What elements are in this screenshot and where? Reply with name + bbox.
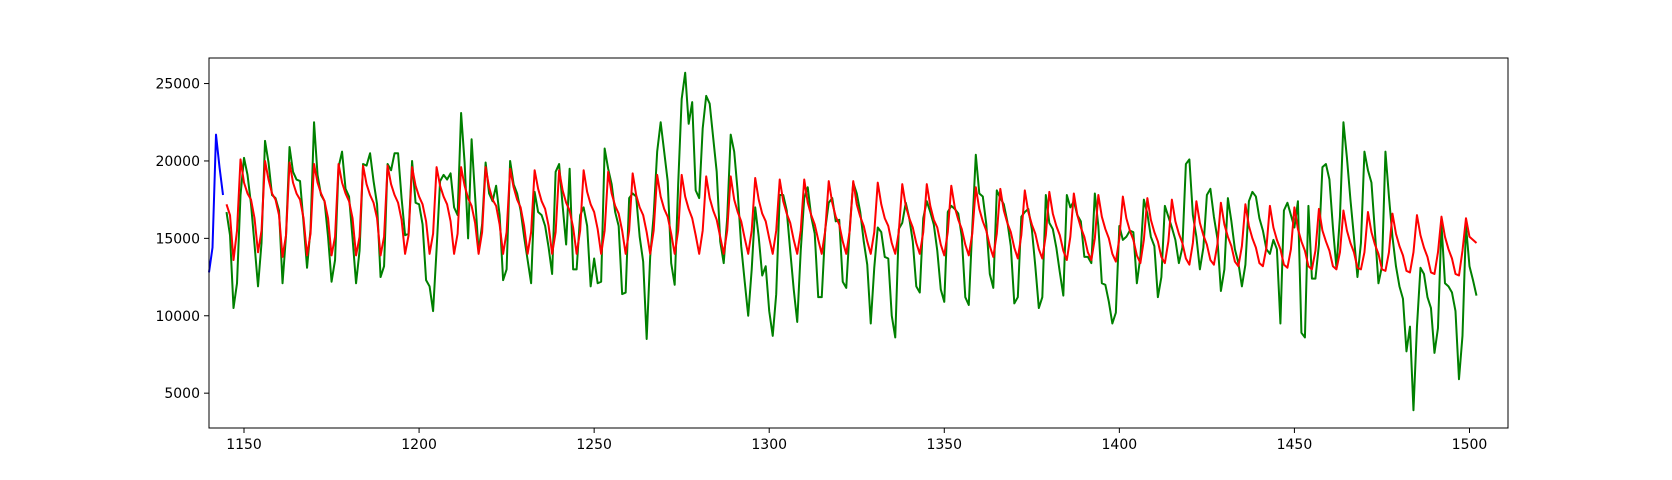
plot-frame bbox=[208, 57, 1509, 429]
x-tick-label: 1400 bbox=[1102, 437, 1138, 453]
x-tick-label: 1200 bbox=[401, 437, 437, 453]
y-tick-label: 15000 bbox=[155, 231, 200, 247]
y-tick-label: 5000 bbox=[164, 386, 200, 402]
x-tick-label: 1250 bbox=[576, 437, 612, 453]
series-line-3 bbox=[225, 158, 1478, 277]
x-tick-label: 1500 bbox=[1452, 437, 1488, 453]
x-tick-label: 1350 bbox=[926, 437, 962, 453]
y-tick-label: 20000 bbox=[155, 154, 200, 170]
x-tick-label: 1300 bbox=[751, 437, 787, 453]
y-tick-label: 10000 bbox=[155, 309, 200, 325]
series-layer bbox=[208, 71, 1478, 412]
x-tick-label: 1150 bbox=[226, 437, 262, 453]
y-tick-label: 25000 bbox=[155, 77, 200, 93]
series-line-1 bbox=[208, 133, 225, 273]
axis-layer: 1150 1200 1250 1300 1350 1400 1450 1500 5000 1000… bbox=[155, 77, 1487, 453]
x-tick-label: 1450 bbox=[1277, 437, 1313, 453]
